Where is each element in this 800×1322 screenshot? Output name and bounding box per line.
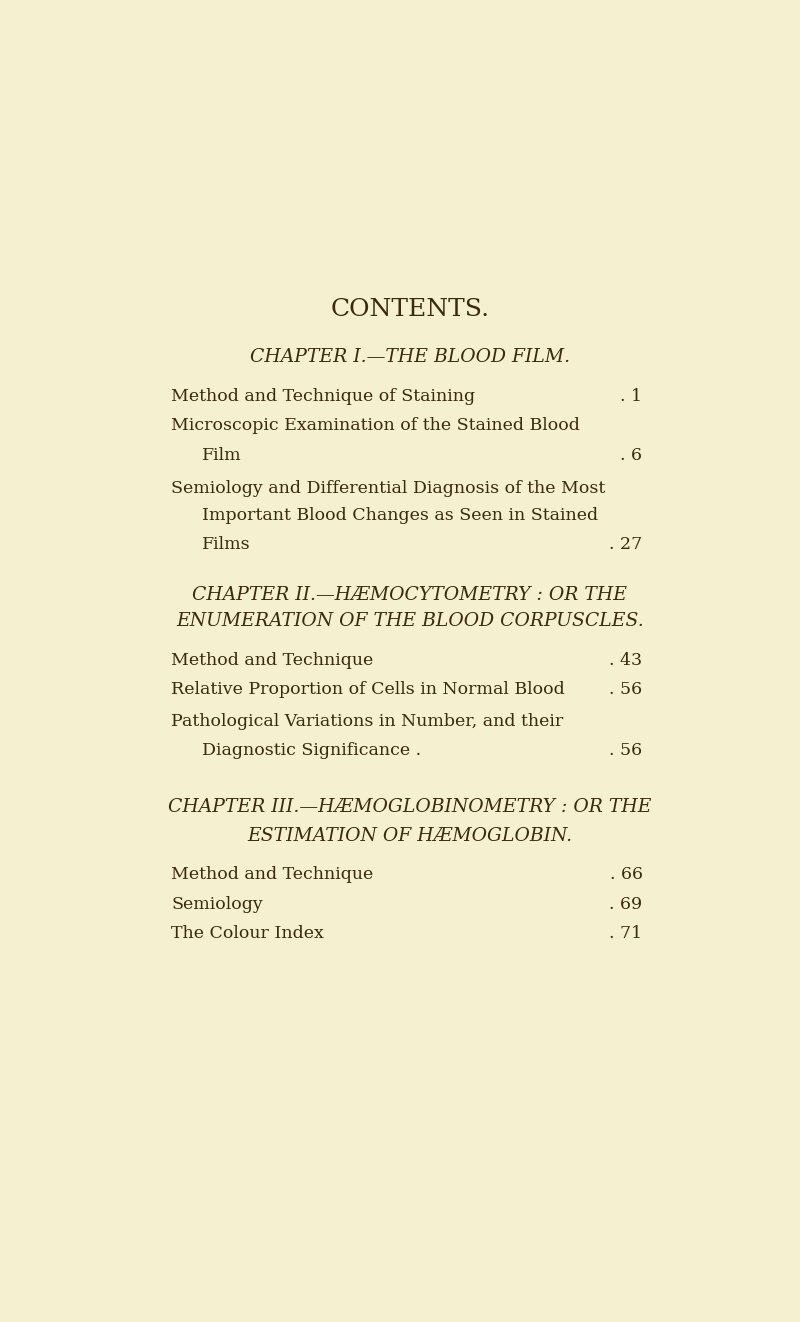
Text: ESTIMATION OF HÆMOGLOBIN.: ESTIMATION OF HÆMOGLOBIN.	[247, 826, 573, 845]
Text: Diagnostic Significance .: Diagnostic Significance .	[202, 742, 422, 759]
Text: . 66: . 66	[610, 866, 642, 883]
Text: Method and Technique: Method and Technique	[171, 652, 374, 669]
Text: CONTENTS.: CONTENTS.	[330, 299, 490, 321]
Text: . 69: . 69	[610, 896, 642, 914]
Text: . 1: . 1	[621, 387, 642, 405]
Text: . 56: . 56	[610, 742, 642, 759]
Text: . 27: . 27	[610, 535, 642, 553]
Text: Film: Film	[202, 447, 242, 464]
Text: Pathological Variations in Number, and their: Pathological Variations in Number, and t…	[171, 713, 563, 730]
Text: Method and Technique: Method and Technique	[171, 866, 374, 883]
Text: . 6: . 6	[621, 447, 642, 464]
Text: . 43: . 43	[610, 652, 642, 669]
Text: CHAPTER II.—HÆMOCYTOMETRY : OR THE: CHAPTER II.—HÆMOCYTOMETRY : OR THE	[193, 587, 627, 604]
Text: . 56: . 56	[610, 681, 642, 698]
Text: Microscopic Examination of the Stained Blood: Microscopic Examination of the Stained B…	[171, 418, 580, 435]
Text: Relative Proportion of Cells in Normal Blood: Relative Proportion of Cells in Normal B…	[171, 681, 565, 698]
Text: ENUMERATION OF THE BLOOD CORPUSCLES.: ENUMERATION OF THE BLOOD CORPUSCLES.	[176, 612, 644, 629]
Text: Semiology: Semiology	[171, 896, 263, 914]
Text: CHAPTER I.—THE BLOOD FILM.: CHAPTER I.—THE BLOOD FILM.	[250, 348, 570, 366]
Text: The Colour Index: The Colour Index	[171, 925, 324, 943]
Text: Method and Technique of Staining: Method and Technique of Staining	[171, 387, 475, 405]
Text: . 71: . 71	[610, 925, 642, 943]
Text: CHAPTER III.—HÆMOGLOBINOMETRY : OR THE: CHAPTER III.—HÆMOGLOBINOMETRY : OR THE	[168, 798, 652, 816]
Text: Important Blood Changes as Seen in Stained: Important Blood Changes as Seen in Stain…	[202, 508, 598, 524]
Text: Films: Films	[202, 535, 251, 553]
Text: Semiology and Differential Diagnosis of the Most: Semiology and Differential Diagnosis of …	[171, 480, 606, 497]
